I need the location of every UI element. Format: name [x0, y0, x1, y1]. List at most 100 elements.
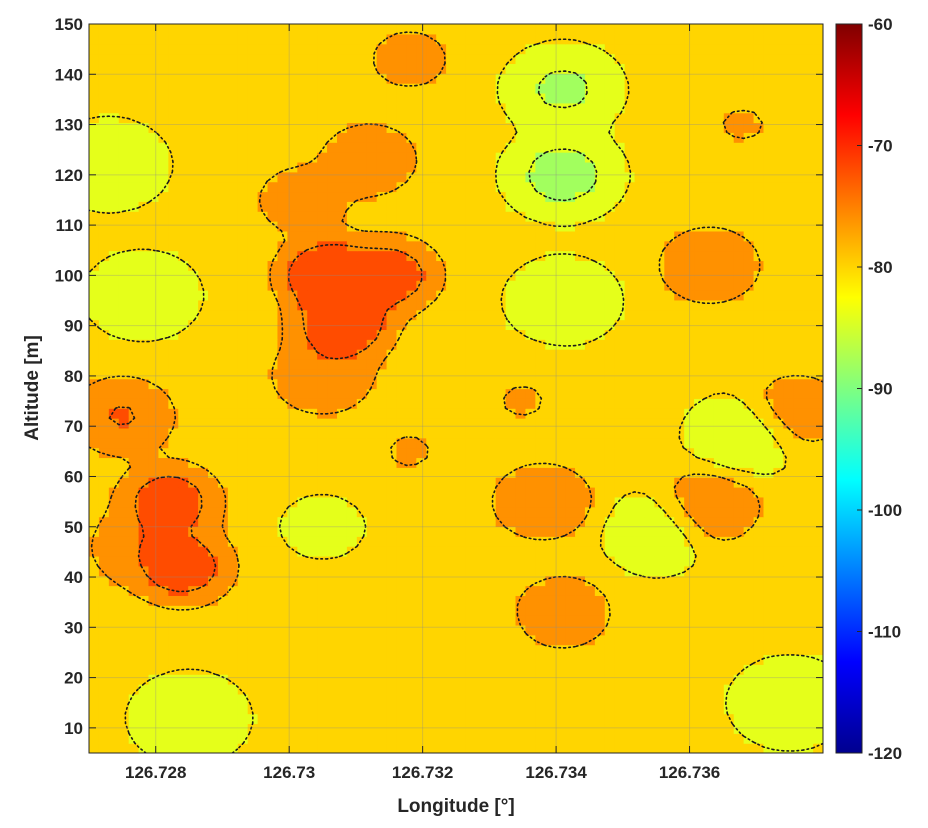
- field-cell: [674, 191, 685, 202]
- field-cell: [803, 615, 814, 626]
- field-cell: [158, 477, 169, 488]
- field-cell: [98, 654, 110, 665]
- field-cell: [525, 615, 536, 626]
- field-cell: [456, 280, 467, 291]
- field-cell: [267, 684, 279, 695]
- field-cell: [703, 427, 715, 439]
- field-cell: [713, 270, 725, 281]
- field-cell: [584, 221, 596, 232]
- field-cell: [674, 605, 685, 616]
- field-cell: [366, 555, 378, 567]
- field-cell: [297, 230, 308, 242]
- field-cell: [168, 122, 179, 133]
- field-cell: [356, 605, 368, 616]
- field-cell: [733, 368, 745, 380]
- field-cell: [128, 506, 140, 518]
- field-cell: [158, 161, 169, 173]
- field-cell: [277, 191, 288, 202]
- field-cell: [366, 693, 378, 705]
- field-cell: [594, 230, 606, 242]
- field-cell: [237, 230, 249, 242]
- field-cell: [267, 437, 279, 449]
- field-cell: [297, 555, 308, 567]
- field-cell: [634, 201, 646, 212]
- field-cell: [664, 260, 675, 271]
- field-cell: [247, 270, 259, 281]
- field-cell: [773, 743, 784, 753]
- field-cell: [376, 615, 388, 626]
- field-cell: [416, 565, 427, 577]
- field-cell: [168, 437, 179, 449]
- field-cell: [446, 132, 457, 143]
- field-cell: [713, 240, 725, 252]
- field-cell: [475, 634, 487, 646]
- field-cell: [743, 339, 755, 350]
- field-cell: [684, 270, 695, 281]
- field-cell: [465, 477, 477, 488]
- field-cell: [446, 181, 457, 193]
- field-cell: [118, 457, 130, 468]
- field-cell: [604, 398, 616, 409]
- field-cell: [703, 457, 715, 468]
- field-cell: [743, 496, 755, 508]
- field-cell: [237, 437, 249, 449]
- field-cell: [446, 211, 457, 222]
- field-cell: [733, 674, 745, 685]
- field-cell: [545, 378, 556, 390]
- field-cell: [465, 743, 477, 753]
- field-cell: [624, 329, 636, 340]
- field-cell: [743, 102, 755, 114]
- field-cell: [346, 368, 358, 380]
- field-cell: [753, 270, 765, 281]
- field-cell: [396, 161, 408, 173]
- field-cell: [584, 693, 596, 705]
- field-cell: [376, 546, 388, 557]
- field-cell: [495, 654, 507, 665]
- field-cell: [138, 477, 150, 488]
- field-cell: [148, 260, 160, 271]
- field-cell: [624, 664, 636, 675]
- field-cell: [188, 693, 199, 705]
- field-cell: [227, 654, 239, 665]
- field-cell: [565, 112, 576, 124]
- field-cell: [148, 201, 160, 212]
- field-cell: [803, 526, 814, 537]
- field-cell: [545, 487, 556, 498]
- field-cell: [723, 122, 735, 133]
- field-cell: [703, 723, 715, 734]
- field-cell: [168, 388, 179, 399]
- field-cell: [217, 427, 229, 439]
- field-cell: [515, 191, 527, 202]
- field-cell: [287, 427, 298, 439]
- field-cell: [753, 171, 765, 183]
- field-cell: [118, 349, 130, 360]
- field-cell: [713, 289, 725, 301]
- field-cell: [336, 319, 348, 330]
- field-cell: [545, 319, 556, 330]
- field-cell: [485, 368, 497, 380]
- field-cell: [416, 358, 427, 370]
- field-cell: [247, 703, 259, 715]
- field-cell: [356, 467, 368, 478]
- field-cell: [654, 467, 665, 478]
- field-cell: [465, 388, 477, 399]
- field-cell: [555, 289, 566, 301]
- field-cell: [307, 329, 318, 340]
- field-cell: [277, 132, 288, 143]
- field-cell: [763, 457, 775, 468]
- field-cell: [674, 615, 685, 626]
- field-cell: [575, 240, 586, 252]
- field-cell: [773, 427, 784, 439]
- field-cell: [227, 191, 239, 202]
- field-cell: [723, 378, 735, 390]
- field-cell: [465, 349, 477, 360]
- field-cell: [485, 674, 497, 685]
- field-cell: [813, 674, 823, 685]
- field-cell: [664, 161, 675, 173]
- field-cell: [128, 102, 140, 114]
- field-cell: [396, 674, 408, 685]
- field-cell: [257, 684, 269, 695]
- field-cell: [723, 191, 735, 202]
- field-cell: [168, 733, 179, 744]
- field-cell: [346, 487, 358, 498]
